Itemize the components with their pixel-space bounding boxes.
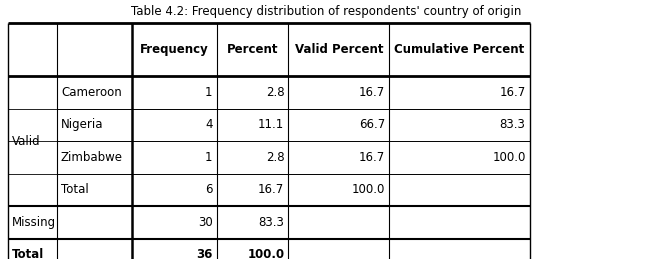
- Text: 2.8: 2.8: [266, 86, 284, 99]
- Text: 6: 6: [205, 183, 213, 196]
- Text: 66.7: 66.7: [359, 118, 385, 132]
- Text: Missing: Missing: [12, 216, 56, 229]
- Text: Percent: Percent: [227, 43, 278, 56]
- Text: Valid: Valid: [12, 135, 40, 148]
- Text: 2.8: 2.8: [266, 151, 284, 164]
- Text: Nigeria: Nigeria: [61, 118, 104, 132]
- Text: 100.0: 100.0: [247, 248, 284, 259]
- Text: Frequency: Frequency: [140, 43, 209, 56]
- Text: 16.7: 16.7: [359, 86, 385, 99]
- Text: 83.3: 83.3: [499, 118, 526, 132]
- Text: Total: Total: [12, 248, 44, 259]
- Text: 11.1: 11.1: [258, 118, 284, 132]
- Text: 1: 1: [205, 151, 213, 164]
- Text: 36: 36: [196, 248, 213, 259]
- Text: Zimbabwe: Zimbabwe: [61, 151, 123, 164]
- Text: 4: 4: [205, 118, 213, 132]
- Text: 83.3: 83.3: [258, 216, 284, 229]
- Text: 100.0: 100.0: [352, 183, 385, 196]
- Text: 16.7: 16.7: [499, 86, 526, 99]
- Text: Total: Total: [61, 183, 89, 196]
- Text: Valid Percent: Valid Percent: [295, 43, 383, 56]
- Text: Table 4.2: Frequency distribution of respondents' country of origin: Table 4.2: Frequency distribution of res…: [131, 5, 521, 18]
- Text: Cumulative Percent: Cumulative Percent: [394, 43, 525, 56]
- Text: 100.0: 100.0: [492, 151, 526, 164]
- Text: 30: 30: [198, 216, 213, 229]
- Text: 16.7: 16.7: [258, 183, 284, 196]
- Text: 16.7: 16.7: [359, 151, 385, 164]
- Text: Cameroon: Cameroon: [61, 86, 122, 99]
- Text: 1: 1: [205, 86, 213, 99]
